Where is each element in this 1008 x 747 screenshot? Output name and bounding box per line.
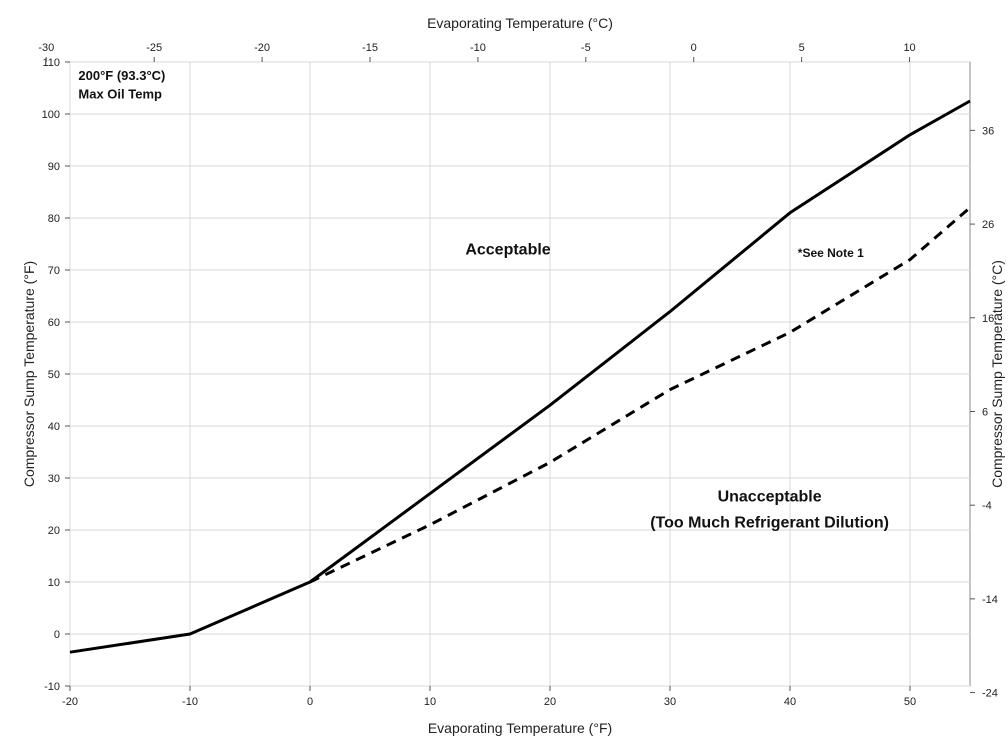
annotations: 200°F (93.3°C) Max Oil Temp Acceptable *See…: [78, 68, 889, 531]
y2-tick-label: 26: [982, 219, 994, 231]
y-tick-label: 90: [48, 161, 60, 173]
ticks: -20 -10 0 10 20 30 40 50-1001020304050607080901…: [38, 42, 998, 708]
x-tick-label: 10: [424, 696, 436, 708]
x2-tick-label: 0: [691, 42, 697, 54]
x2-tick-label: -15: [362, 42, 378, 54]
x2-tick-label: -5: [581, 42, 591, 54]
y-tick-label: 30: [48, 473, 60, 485]
unacceptable-region-label: Unacceptable: [718, 488, 822, 505]
y-tick-label: -10: [44, 681, 60, 693]
max-oil-temp-value: 200°F (93.3°C): [78, 68, 165, 83]
dashed-limit-line: [309, 206, 971, 584]
x-tick-label: 20: [544, 696, 556, 708]
y2-tick-label: -14: [982, 594, 998, 606]
y2-tick-label: -24: [982, 688, 998, 700]
x-tick-label: -20: [62, 696, 78, 708]
x2-tick-label: -20: [254, 42, 270, 54]
x-tick-label: -10: [182, 696, 198, 708]
x2-tick-label: 5: [799, 42, 805, 54]
max-oil-temp-label: Max Oil Temp: [78, 86, 162, 101]
x2-axis-title: Evaporating Temperature (°C): [427, 15, 613, 31]
unacceptable-region-sublabel: (Too Much Refrigerant Dilution): [650, 514, 889, 531]
x2-tick-label: -30: [38, 42, 54, 54]
y2-axis-title: Compressor Sump Temperature (°C): [989, 260, 1005, 488]
acceptable-region-label: Acceptable: [465, 241, 550, 258]
solid-limit-line: [69, 99, 971, 654]
x-tick-label: 50: [904, 696, 916, 708]
y-tick-label: 0: [54, 629, 60, 641]
y-tick-label: 20: [48, 525, 60, 537]
y2-tick-label: 16: [982, 313, 994, 325]
y-axis-title: Compressor Sump Temperature (°F): [21, 261, 37, 487]
y-tick-label: 80: [48, 213, 60, 225]
y-tick-label: 60: [48, 317, 60, 329]
y-tick-label: 10: [48, 577, 60, 589]
y-tick-label: 40: [48, 421, 60, 433]
x2-tick-label: -10: [470, 42, 486, 54]
y-tick-label: 70: [48, 265, 60, 277]
x2-tick-label: -25: [146, 42, 162, 54]
x-tick-label: 0: [307, 696, 313, 708]
x-tick-label: 30: [664, 696, 676, 708]
y2-tick-label: 6: [982, 406, 988, 418]
x-axis-title: Evaporating Temperature (°F): [428, 720, 612, 736]
see-note-label: *See Note 1: [798, 246, 864, 260]
y-tick-label: 110: [42, 57, 60, 69]
x2-tick-label: 10: [903, 42, 915, 54]
y2-tick-label: 36: [982, 125, 994, 137]
series-lines: [69, 99, 971, 654]
y-tick-label: 100: [42, 109, 60, 121]
y2-tick-label: -4: [982, 500, 992, 512]
y-tick-label: 50: [48, 369, 60, 381]
x-tick-label: 40: [784, 696, 796, 708]
